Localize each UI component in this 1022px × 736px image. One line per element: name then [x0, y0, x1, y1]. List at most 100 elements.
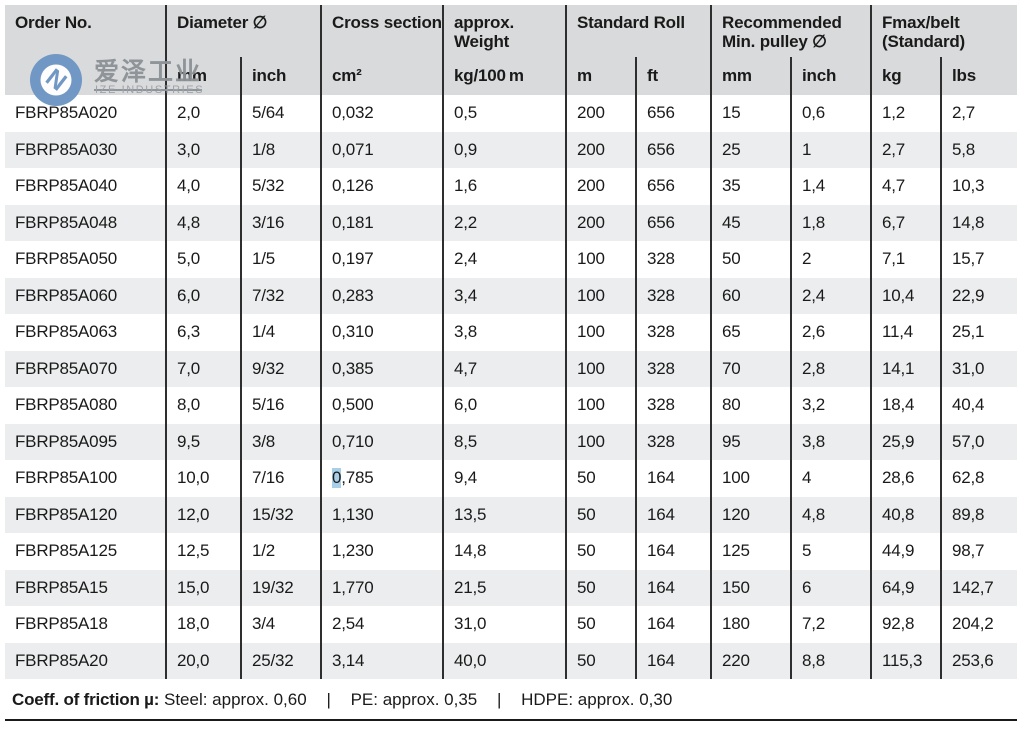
table-cell: 45 [710, 204, 790, 241]
table-cell: 2,4 [790, 277, 870, 314]
table-cell: 2,7 [940, 95, 1017, 132]
table-cell: 100 [710, 460, 790, 497]
table-cell: 3/8 [240, 423, 320, 460]
table-cell: 7,1 [870, 241, 940, 278]
table-cell: 0,9 [442, 131, 565, 168]
friction-steel: Steel: approx. 0,60 [163, 690, 307, 709]
header-diameter: Diameter ∅ [165, 5, 320, 57]
ize-logo-icon: N [30, 54, 82, 106]
table-cell: 50 [565, 606, 635, 643]
table-cell: 328 [635, 350, 710, 387]
table-cell: 3/4 [240, 606, 320, 643]
table-cell: 1/4 [240, 314, 320, 351]
table-cell: 40,4 [940, 387, 1017, 424]
table-cell: 328 [635, 314, 710, 351]
table-cell: 1,6 [442, 168, 565, 205]
order-no-cell: FBRP85A15 [5, 569, 165, 606]
table-cell: 164 [635, 460, 710, 497]
table-cell: 2 [790, 241, 870, 278]
order-no-cell: FBRP85A080 [5, 387, 165, 424]
table-cell: 15/32 [240, 496, 320, 533]
table-cell: 0,197 [320, 241, 442, 278]
table-cell: 328 [635, 423, 710, 460]
table-cell: 100 [565, 423, 635, 460]
table-cell: 65 [710, 314, 790, 351]
table-cell: 98,7 [940, 533, 1017, 570]
table-cell: 0,385 [320, 350, 442, 387]
table-cell: 9,5 [165, 423, 240, 460]
table-cell: 164 [635, 606, 710, 643]
table-cell: 200 [565, 95, 635, 132]
table-cell: 22,9 [940, 277, 1017, 314]
table-cell: 5 [790, 533, 870, 570]
unit-kg-100m: kg/100 m [442, 57, 565, 95]
table-cell: 200 [565, 204, 635, 241]
table-cell: 14,1 [870, 350, 940, 387]
table-header-units: mm inch cm² kg/100 m m ft mm inch kg lbs [5, 57, 1017, 95]
table-cell: 50 [565, 569, 635, 606]
friction-label: Coeff. of friction µ: [12, 690, 160, 709]
table-cell: 4,8 [165, 204, 240, 241]
order-no-cell: FBRP85A060 [5, 277, 165, 314]
table-cell: 8,5 [442, 423, 565, 460]
table-cell: 115,3 [870, 642, 940, 679]
table-cell: 40,0 [442, 642, 565, 679]
table-cell: 31,0 [442, 606, 565, 643]
table-cell: 0,785 [320, 460, 442, 497]
table-cell: 10,0 [165, 460, 240, 497]
table-cell: 12,5 [165, 533, 240, 570]
separator: | [496, 690, 502, 709]
table-cell: 164 [635, 496, 710, 533]
table-cell: 1/5 [240, 241, 320, 278]
table-cell: 7,0 [165, 350, 240, 387]
table-cell: 28,6 [870, 460, 940, 497]
table-cell: 50 [565, 642, 635, 679]
order-no-cell: FBRP85A040 [5, 168, 165, 205]
friction-pe: PE: approx. 0,35 [350, 690, 478, 709]
table-cell: 14,8 [442, 533, 565, 570]
order-no-cell: FBRP85A18 [5, 606, 165, 643]
watermark-english-text: IZE INDUSTRIES [95, 84, 205, 96]
table-cell: 2,8 [790, 350, 870, 387]
table-cell: 2,4 [442, 241, 565, 278]
table-cell: 7/16 [240, 460, 320, 497]
table-cell: 1,8 [790, 204, 870, 241]
watermark-chinese-text: 爱泽工业 [94, 52, 203, 91]
table-cell: 19/32 [240, 569, 320, 606]
header-cross-section: Cross section [320, 5, 442, 57]
order-no-cell: FBRP85A125 [5, 533, 165, 570]
table-cell: 89,8 [940, 496, 1017, 533]
table-cell: 15 [710, 95, 790, 132]
table-cell: 80 [710, 387, 790, 424]
table-cell: 11,4 [870, 314, 940, 351]
table-cell: 1/8 [240, 131, 320, 168]
table-cell: 92,8 [870, 606, 940, 643]
table-cell: 0,032 [320, 95, 442, 132]
table-cell: 1,130 [320, 496, 442, 533]
table-cell: 150 [710, 569, 790, 606]
table-cell: 100 [565, 387, 635, 424]
table-cell: 1,4 [790, 168, 870, 205]
table-cell: 200 [565, 131, 635, 168]
table-cell: 1,2 [870, 95, 940, 132]
table-cell: 125 [710, 533, 790, 570]
table-cell: 164 [635, 642, 710, 679]
table-cell: 20,0 [165, 642, 240, 679]
friction-hdpe: HDPE: approx. 0,30 [521, 690, 673, 709]
table-cell: 60 [710, 277, 790, 314]
order-no-cell: FBRP85A048 [5, 204, 165, 241]
table-cell: 0,283 [320, 277, 442, 314]
table-cell: 62,8 [940, 460, 1017, 497]
header-fmax-belt: Fmax/belt (Standard) [870, 5, 1017, 57]
table-cell: 200 [565, 168, 635, 205]
table-cell: 50 [710, 241, 790, 278]
table-cell: 0,500 [320, 387, 442, 424]
table-cell: 95 [710, 423, 790, 460]
unit-mm: mm [165, 57, 240, 95]
table-cell: 18,4 [870, 387, 940, 424]
table-cell: 50 [565, 496, 635, 533]
selected-text: 0 [332, 468, 342, 489]
table-cell: 5,8 [940, 131, 1017, 168]
table-cell: 6,7 [870, 204, 940, 241]
table-cell: 164 [635, 569, 710, 606]
